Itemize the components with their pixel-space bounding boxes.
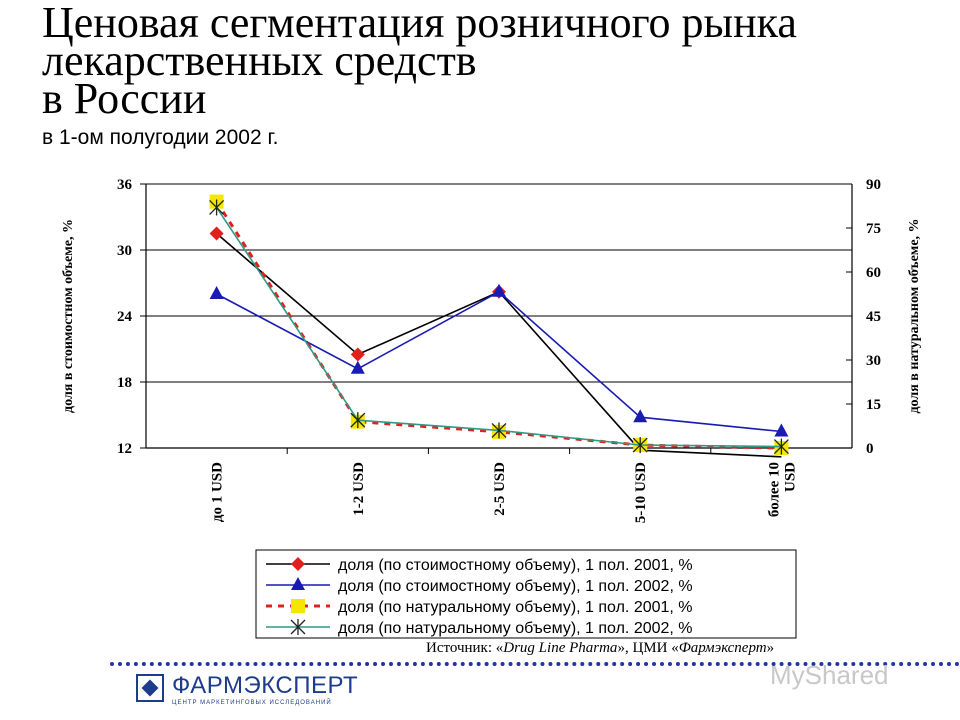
logo-tagline: ЦЕНТР МАРКЕТИНГОВЫХ ИССЛЕДОВАНИЙ [172,700,332,706]
series-2 [209,283,789,437]
legend-item-1: доля (по стоимостному объему), 1 пол. 20… [266,557,693,574]
legend-item-4: доля (по натуральному объему), 1 пол. 20… [266,619,693,637]
data-point [492,283,506,297]
series-line [215,200,782,450]
data-point [350,347,365,362]
data-point [209,226,224,241]
data-point [209,286,224,299]
y-left-tick-label: 12 [117,441,132,457]
series-line [216,290,782,433]
y-left-tick-label: 18 [117,375,132,391]
x-tick-label: более 10USD [766,462,798,517]
chart-gridlines [146,183,852,449]
source-note: Источник: «Drug Line Pharma», ЦМИ «Фармэ… [426,640,774,657]
y-left-tick-label: 30 [117,243,132,259]
chart-ticks: 12 18 24 30 36 0 15 30 45 60 75 90 до 1 USD 1-2 USD 2-… [117,177,881,523]
company-logo: ФАРМЭКСПЕРТ ЦЕНТР МАРКЕТИНГОВЫХ ИССЛЕДОВ… [136,672,366,712]
y-right-tick-label: 15 [866,397,881,413]
data-point [291,557,305,571]
data-point [209,199,225,216]
source-middle: », ЦМИ « [617,640,679,656]
chart-series [209,194,789,458]
data-point [632,437,648,454]
source-italic2: Фармэксперт [678,640,767,656]
y-left-tick-label: 24 [117,309,133,325]
data-point [290,619,306,635]
legend-label: доля (по натуральному объему), 1 пол. 20… [338,620,693,637]
data-point [291,599,305,613]
legend-label: доля (по натуральному объему), 1 пол. 20… [338,599,693,616]
y-right-tick-label: 45 [866,309,881,325]
watermark: MyShared [770,660,889,690]
x-tick-label: до 1 USD [210,462,226,522]
source-suffix: » [766,640,775,656]
legend-item-3: доля (по натуральному объему), 1 пол. 20… [266,599,693,616]
legend-item-2: доля (по стоимостному объему), 1 пол. 20… [266,577,693,595]
y-right-tick-label: 75 [866,221,881,237]
x-tick-label: 2-5 USD [492,462,508,516]
dotted-divider [110,662,960,666]
legend-label: доля (по стоимостному объему), 1 пол. 20… [338,557,693,574]
series-3 [209,194,789,455]
y-right-tick-label: 60 [866,265,881,281]
chart-axes [145,184,853,454]
data-point [773,438,789,455]
y-right-tick-label: 90 [866,177,881,193]
page-subtitle: в 1-ом полугодии 2002 г. [42,126,279,149]
legend-label: доля (по стоимостному объему), 1 пол. 20… [338,578,693,595]
logo-mark-icon [136,674,164,702]
data-point [350,412,366,429]
price-segmentation-chart: 12 18 24 30 36 0 15 30 45 60 75 90 до 1 USD 1-2 USD 2-… [61,177,922,639]
series-line [215,207,782,448]
chart-legend: доля (по стоимостному объему), 1 пол. 20… [255,549,797,639]
y-axis-left-label: доля в стоимостном объеме, % [61,219,76,413]
y-left-tick-label: 36 [117,177,133,193]
page-title: Ценовая сегментация розничного рынка лек… [42,0,797,123]
source-italic: Drug Line Pharma [503,640,618,656]
y-right-tick-label: 0 [866,441,874,457]
y-axis-right-label: доля в натуральном объеме, % [907,218,922,413]
y-right-tick-label: 30 [866,353,881,369]
data-point [774,423,789,437]
series-4 [209,199,789,455]
data-point [350,360,365,374]
data-point [291,577,305,590]
data-point [633,409,648,423]
logo-name: ФАРМЭКСПЕРТ [172,672,359,699]
data-point [491,422,507,439]
x-tick-label: 5-10 USD [633,462,649,523]
x-tick-label: 1-2 USD [351,462,367,516]
source-prefix: Источник: « [426,640,504,656]
